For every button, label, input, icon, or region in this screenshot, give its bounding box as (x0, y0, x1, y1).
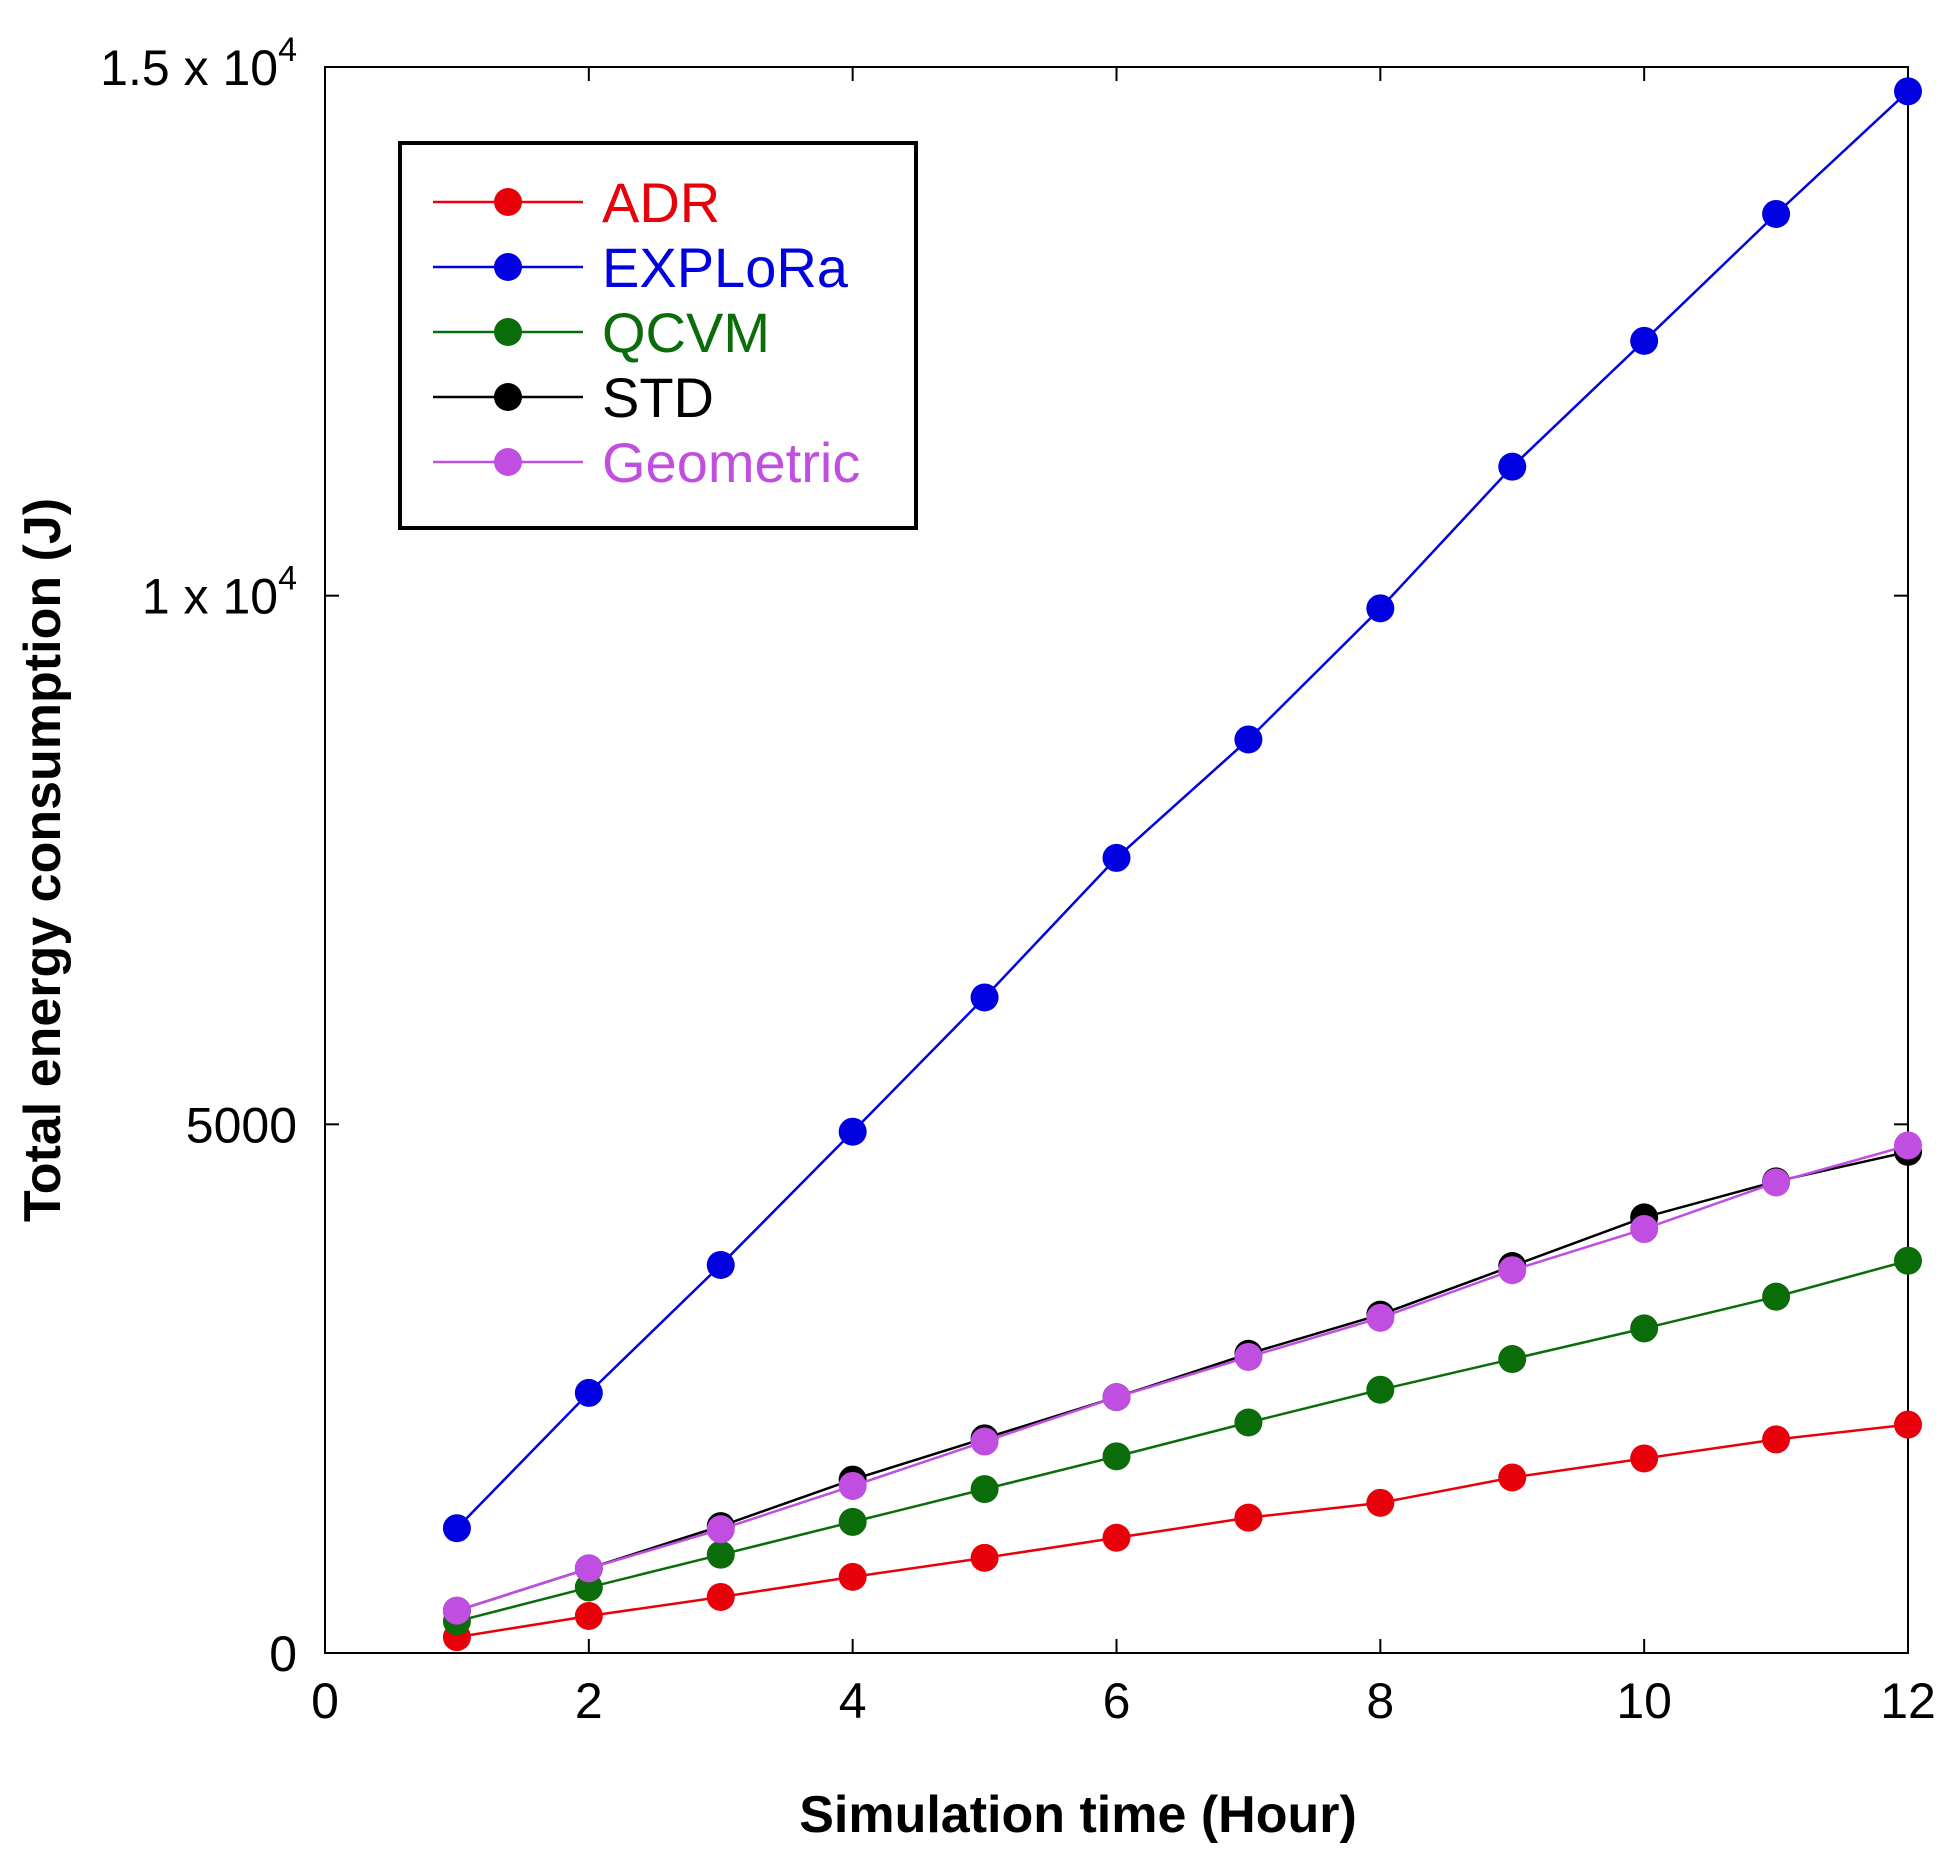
data-point-explora (1102, 843, 1131, 872)
data-point-qcvm (1366, 1375, 1395, 1404)
data-point-adr (1762, 1425, 1791, 1454)
data-point-explora (442, 1514, 471, 1543)
y-tick-label: 1 x 104 (142, 560, 297, 625)
data-point-qcvm (970, 1475, 999, 1504)
y-axis-title: Total energy consumption (J) (14, 498, 72, 1222)
legend-marker-geometric (494, 448, 522, 476)
x-tick-label: 8 (1366, 1673, 1394, 1729)
legend-item-explora: EXPLoRa (433, 236, 849, 299)
data-point-adr (970, 1543, 999, 1572)
legend-box (398, 141, 918, 530)
data-point-explora (1894, 77, 1922, 106)
data-point-explora (838, 1117, 867, 1146)
x-tick-label: 0 (311, 1673, 339, 1729)
data-point-geometric (1630, 1215, 1659, 1244)
data-point-geometric (970, 1427, 999, 1456)
y-tick-label: 0 (269, 1626, 297, 1682)
data-point-adr (1498, 1463, 1527, 1492)
data-point-adr (706, 1582, 735, 1611)
x-tick-label: 2 (575, 1673, 603, 1729)
data-point-explora (574, 1378, 603, 1407)
legend-marker-adr (494, 188, 522, 216)
series-line-explora (456, 90, 1909, 1530)
x-axis-title: Simulation time (Hour) (799, 1786, 1357, 1844)
data-point-geometric (1498, 1256, 1527, 1285)
series-layer (442, 77, 1922, 1652)
data-point-geometric (1366, 1303, 1395, 1332)
data-point-geometric (574, 1554, 603, 1583)
data-point-explora (1762, 199, 1791, 228)
data-point-qcvm (706, 1540, 735, 1569)
data-point-adr (1894, 1410, 1922, 1439)
legend-label-adr: ADR (602, 171, 720, 234)
x-tick-label: 4 (839, 1673, 867, 1729)
data-point-geometric (706, 1515, 735, 1544)
data-point-explora (706, 1250, 735, 1279)
legend-marker-qcvm (494, 318, 522, 346)
y-tick-label: 5000 (186, 1097, 297, 1153)
data-point-geometric (1894, 1131, 1922, 1160)
data-point-qcvm (1102, 1442, 1131, 1471)
data-point-geometric (1102, 1383, 1131, 1412)
x-tick-labels: 0 2 4 6 8 10 12 (311, 1673, 1936, 1729)
legend-marker-std (494, 383, 522, 411)
y-tick-labels: 0 5000 1 x 104 1.5 x 104 (100, 31, 297, 1682)
series-line-qcvm (456, 1259, 1909, 1623)
data-point-adr (1630, 1444, 1659, 1473)
series-line-std (456, 1150, 1909, 1612)
legend-item-adr: ADR (433, 171, 720, 234)
data-point-explora (1366, 594, 1395, 623)
data-point-geometric (1234, 1342, 1263, 1371)
data-point-qcvm (1894, 1246, 1922, 1275)
data-point-explora (1498, 452, 1527, 481)
x-tick-label: 10 (1616, 1673, 1672, 1729)
data-point-adr (838, 1562, 867, 1591)
data-point-adr (1102, 1523, 1131, 1552)
legend-label-qcvm: QCVM (602, 301, 770, 364)
axis-ticks (324, 66, 1909, 1654)
y-tick-label: 1.5 x 104 (100, 31, 297, 96)
series-explora (442, 77, 1922, 1543)
data-point-explora (1630, 326, 1659, 355)
data-point-geometric (838, 1471, 867, 1500)
data-point-geometric (442, 1596, 471, 1625)
data-point-qcvm (1498, 1345, 1527, 1374)
legend-item-geometric: Geometric (433, 431, 860, 494)
x-tick-label: 6 (1103, 1673, 1131, 1729)
series-line-adr (456, 1423, 1909, 1639)
series-adr (442, 1410, 1922, 1652)
data-point-adr (574, 1601, 603, 1630)
data-point-adr (1366, 1488, 1395, 1517)
data-point-qcvm (1630, 1314, 1659, 1343)
legend-label-geometric: Geometric (602, 431, 860, 494)
x-tick-label: 12 (1880, 1673, 1936, 1729)
data-point-explora (1234, 725, 1263, 754)
legend-item-qcvm: QCVM (433, 301, 770, 364)
series-line-geometric (456, 1144, 1909, 1612)
data-point-adr (1234, 1503, 1263, 1532)
data-point-qcvm (838, 1507, 867, 1536)
data-point-explora (970, 983, 999, 1012)
data-point-qcvm (1234, 1408, 1263, 1437)
legend-label-explora: EXPLoRa (602, 236, 849, 299)
legend-label-std: STD (602, 366, 714, 429)
data-point-qcvm (1762, 1282, 1791, 1311)
data-point-geometric (1762, 1168, 1791, 1197)
legend-item-std: STD (433, 366, 714, 429)
legend-marker-explora (494, 253, 522, 281)
series-geometric (442, 1131, 1922, 1625)
